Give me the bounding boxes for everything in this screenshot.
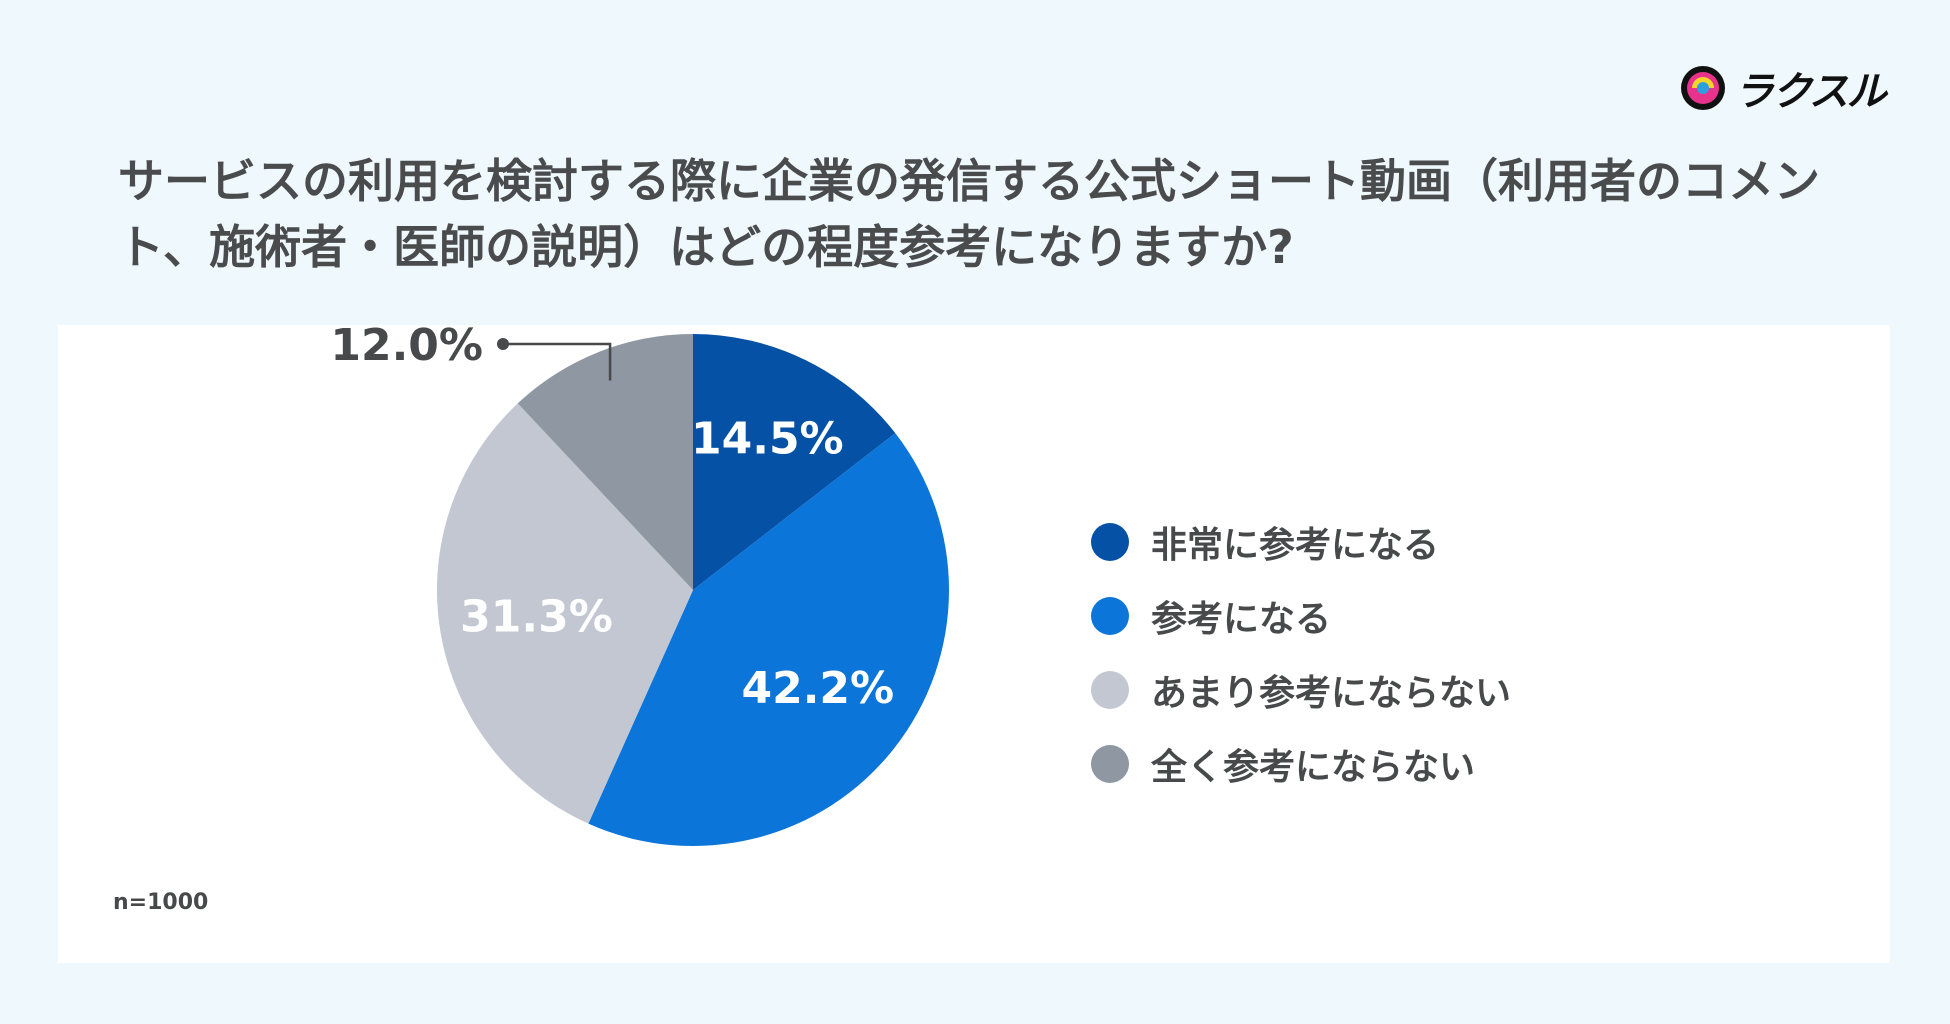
pie-slice-4 [517, 334, 693, 590]
pie-slice-label-4: 12.0% [330, 325, 483, 371]
brand-name: ラクスル [1734, 69, 1887, 115]
legend-item-1: 非常に参考になる [1091, 505, 1511, 579]
pie-chart: 14.5% 42.2% 31.3% 12.0% [330, 325, 949, 846]
pie-slice-label-2: 42.2% [741, 663, 894, 714]
callout-leader-line [503, 342, 612, 381]
legend-item-2: 参考になる [1091, 579, 1511, 653]
pie-slice-label-3: 31.3% [460, 591, 613, 642]
pie-slice-3 [437, 403, 693, 824]
legend-swatch [1091, 745, 1129, 783]
pie-slice-2 [588, 433, 949, 846]
brand-logo-icon [1681, 66, 1725, 110]
pie-slice-label-1: 14.5% [691, 413, 844, 464]
legend-label: 参考になる [1151, 599, 1332, 640]
sample-size-note: n=1000 [113, 890, 209, 915]
pie-slice-1 [693, 334, 896, 590]
legend-label: あまり参考にならない [1151, 673, 1512, 714]
legend-label: 非常に参考になる [1151, 525, 1440, 566]
chart-title: サービスの利用を検討する際に企業の発信する公式ショート動画（利用者のコメント、施… [118, 154, 1820, 274]
chart-legend: 非常に参考になる 参考になるあまり参考にならない 全く参考にならない [1091, 505, 1511, 801]
legend-swatch [1091, 671, 1129, 709]
legend-swatch [1091, 597, 1129, 635]
legend-item-4: 全く参考にならない [1091, 727, 1511, 801]
legend-swatch [1091, 523, 1129, 561]
brand-logo: ラクスル [1680, 60, 1887, 116]
legend-label: 全く参考にならない [1151, 747, 1476, 788]
legend-item-3: あまり参考にならない [1091, 653, 1511, 727]
chart-card: 14.5% 42.2% 31.3% 12.0% 非常に参考になる 参考になるあまり参考に… [58, 325, 1890, 963]
callout-dot [497, 338, 509, 350]
